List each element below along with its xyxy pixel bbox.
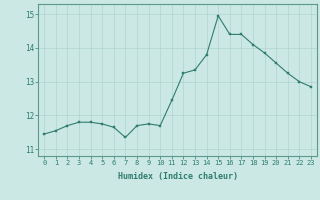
X-axis label: Humidex (Indice chaleur): Humidex (Indice chaleur) <box>118 172 238 181</box>
